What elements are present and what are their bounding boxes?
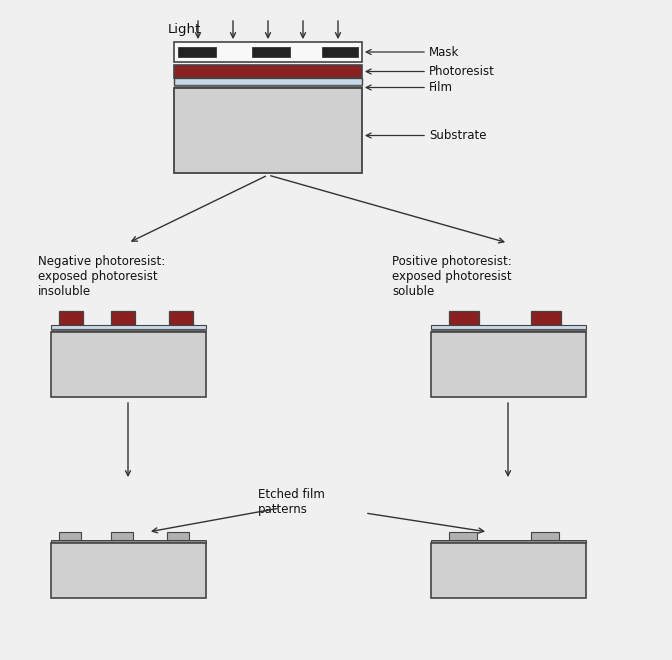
Text: Positive photoresist:
exposed photoresist
soluble: Positive photoresist: exposed photoresis… [392,255,512,298]
Bar [431,325,586,329]
Text: Mask: Mask [429,46,460,59]
Bar [167,532,189,540]
Bar [174,42,362,62]
Bar [174,78,362,85]
Bar [51,325,206,329]
Bar [449,532,477,540]
Bar [51,332,206,397]
Bar [322,47,358,57]
Text: Photoresist: Photoresist [429,65,495,78]
Text: Etched film
patterns: Etched film patterns [258,488,325,516]
Bar [431,540,586,543]
Text: Film: Film [429,81,453,94]
Bar [531,532,559,540]
Text: Negative photoresist:
exposed photoresist
insoluble: Negative photoresist: exposed photoresis… [38,255,165,298]
Bar [431,329,586,332]
Bar [174,85,362,88]
Bar [174,65,362,78]
Bar [531,311,561,325]
Bar [169,311,193,325]
Bar [51,329,206,332]
Bar [59,311,83,325]
Bar [178,47,216,57]
Bar [59,532,81,540]
Bar [51,540,206,543]
Text: Substrate: Substrate [429,129,487,142]
Bar [431,332,586,397]
Bar [449,311,479,325]
Bar [111,532,133,540]
Bar [252,47,290,57]
Bar [111,311,135,325]
Bar [51,543,206,598]
Text: Light: Light [168,24,201,36]
Bar [431,543,586,598]
Bar [174,88,362,173]
